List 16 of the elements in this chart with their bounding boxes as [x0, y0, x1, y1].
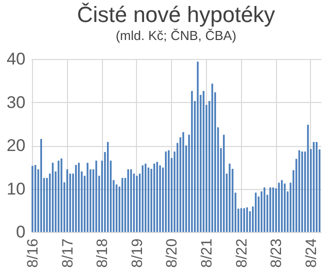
y-tick-label: 40 [6, 50, 26, 68]
y-tick-label: 30 [6, 92, 26, 112]
y-tick-label: 20 [6, 136, 26, 155]
x-tick-label: 8/17 [59, 238, 76, 268]
x-tick-label: 8/16 [24, 238, 42, 268]
chart-title: Čisté nové hypotéky [76, 2, 276, 27]
x-tick-label: 8/22 [233, 238, 250, 268]
y-tick-label: 10 [6, 179, 26, 198]
x-tick-label: 8/18 [94, 238, 112, 268]
chart-subtitle: (mld. Kč; ČNB, ČBA) [116, 28, 236, 43]
x-tick-label: 8/20 [164, 238, 181, 268]
y-tick-label: 0 [16, 222, 26, 242]
x-tick-label: 8/19 [128, 238, 146, 268]
x-tick-label: 8/21 [198, 238, 216, 268]
x-tick-label: 8/24 [302, 238, 320, 268]
x-tick-label: 8/23 [268, 238, 286, 268]
